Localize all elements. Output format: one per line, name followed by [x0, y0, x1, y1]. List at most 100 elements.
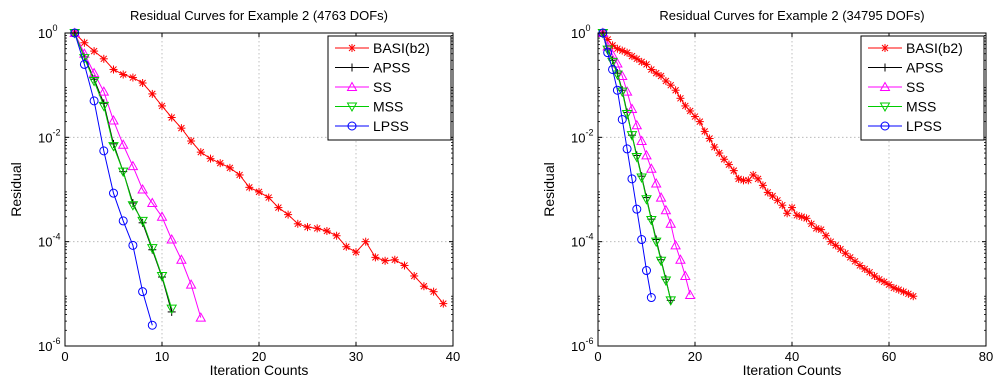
left-series-ss-point-tri	[185, 279, 197, 289]
left-legend-item-lpss: LPSS	[335, 118, 409, 134]
left-series-lpss-point-ring	[138, 287, 148, 297]
left-x-tick-label: 40	[446, 349, 460, 364]
left-series-lpss-point	[109, 188, 118, 198]
left-series-mss-point-tri	[98, 101, 110, 112]
right-series-basi-b2-point	[724, 160, 733, 169]
right-legend-item-mss-label: MSS	[906, 99, 936, 115]
left-series-basi-b2-point-d2	[352, 248, 360, 256]
right-legend-item-mss-marker-tri	[879, 102, 891, 113]
right-x-tick-label: 20	[688, 349, 702, 364]
right-series-ss-point-tri	[616, 70, 628, 80]
right-series-basi-b2-point	[676, 94, 685, 103]
right-series-basi-b2-point-d2	[905, 290, 912, 298]
right-series-basi-b2-point-d2	[711, 143, 718, 151]
left-series-ss-point	[166, 233, 178, 244]
left-series-lpss-point-ring	[128, 240, 138, 250]
right-series-basi-b2-point-d2	[759, 182, 767, 189]
right-series-lpss-point-ring	[603, 48, 613, 58]
right-series-basi-b2-point	[715, 149, 724, 158]
right-series-ss-point	[665, 218, 677, 228]
right-series-basi-b2-point-d2	[706, 135, 713, 142]
left-series-ss-point-tri	[176, 254, 187, 264]
left-series-basi-b2-point	[177, 124, 186, 133]
left-chart-title: Residual Curves for Example 2 (4763 DOFs…	[130, 8, 388, 23]
right-series-basi-b2-point-d2	[778, 201, 786, 209]
left-series-basi-b2-point-d2	[158, 102, 166, 110]
left-series-ss-point-tri	[156, 211, 168, 221]
right-series-lpss-point-ring	[642, 266, 651, 276]
right-series-basi-b2-point-d2	[628, 52, 636, 60]
right-series-ss-point-tri	[650, 178, 662, 188]
right-series-basi-b2-point-d2	[662, 77, 670, 85]
right-series-mss-point-tri	[616, 87, 628, 98]
left-series-apss-point	[167, 307, 176, 316]
right-series-ss-point	[641, 149, 652, 160]
left-series-lpss-point	[89, 96, 99, 106]
left-series-mss-point	[108, 142, 119, 152]
right-series-basi-b2-point-d2	[623, 49, 631, 57]
left-series-ss-point	[108, 115, 119, 125]
right-series-ss-point	[670, 239, 681, 250]
right-series-basi-b2-point-d2	[803, 214, 810, 222]
right-legend-item-lpss-marker-ring	[880, 121, 890, 131]
left-series-mss-point-tri	[146, 244, 158, 254]
right-series-ss-point-tri	[655, 192, 667, 202]
right-series-ss-point-tri	[675, 254, 686, 264]
right-series-basi-b2-point-d2	[880, 278, 888, 286]
right-series-ss-point	[679, 270, 691, 280]
left-x-axis-label: Iteration Counts	[210, 362, 309, 378]
left-series-basi-b2-point-d2	[420, 282, 428, 290]
right-series-basi-b2-point-d2	[875, 275, 883, 283]
right-legend-item-apss: APSS	[868, 60, 943, 76]
left-series-basi-b2-point-d2	[391, 256, 399, 264]
right-series-ss-point	[660, 204, 672, 215]
left-series-ss-point-tri	[137, 183, 148, 194]
right-series-basi-b2-point-d2	[900, 288, 907, 296]
right-series-basi-b2-point	[763, 188, 772, 197]
right-series-basi-b2-point	[865, 268, 874, 277]
right-series-lpss	[598, 28, 656, 303]
left-series-basi-b2-point	[255, 187, 263, 196]
right-series-basi-b2-point-d2	[720, 155, 728, 163]
right-series-basi-b2-point-d2	[808, 220, 815, 228]
right-y-tick-base: 10	[571, 339, 585, 354]
right-series-ss-point	[631, 119, 643, 130]
right-legend-item-mss: MSS	[868, 99, 936, 115]
right-legend-item-basi-b2-label: BASI(b2)	[906, 40, 963, 56]
right-y-tick-label: 10-6	[571, 336, 593, 354]
right-series-lpss-point	[632, 204, 642, 214]
right-series-basi-b2-point-d2	[841, 249, 849, 257]
left-series-ss-point	[146, 197, 158, 208]
left-series-basi-b2-point-d2	[129, 74, 137, 81]
right-series-basi-b2-point-d2	[643, 61, 650, 68]
right-series-basi-b2-point	[841, 249, 850, 258]
left-series-basi-b2-point-d2	[81, 39, 88, 47]
left-legend-item-mss-marker	[346, 102, 358, 113]
right-series-basi-b2-point-d2	[817, 226, 825, 233]
right-series-ss-point	[612, 57, 623, 68]
left-y-axis-label: Residual	[8, 162, 24, 216]
left-series-basi-b2-point-d2	[323, 227, 331, 235]
right-y-tick-base: 10	[571, 130, 585, 145]
right-legend-item-ss-marker	[879, 81, 891, 91]
left-series-basi-b2-point-d2	[430, 288, 437, 296]
right-series-ss-point-tri	[679, 270, 691, 280]
left-series-mss-point-tri	[88, 77, 100, 87]
right-x-tick-label: 40	[785, 349, 799, 364]
right-series-basi-b2-point	[870, 271, 879, 280]
left-series-basi-b2-point	[99, 54, 108, 63]
right-series-lpss-point-ring	[608, 64, 618, 74]
left-legend-item-mss-marker-tri	[346, 102, 358, 113]
right-series-basi-b2-point	[783, 209, 792, 218]
left-series-ss-point	[137, 183, 148, 194]
left-series-ss-point-tri	[166, 233, 178, 244]
left-series-basi-b2-point	[167, 113, 176, 122]
right-series-basi-b2-point	[652, 69, 661, 78]
right-series-lpss-point	[642, 266, 651, 276]
left-axes-box	[64, 32, 454, 347]
right-series-ss-point-tri	[645, 163, 657, 173]
left-series-basi-b2-point	[371, 253, 380, 262]
right-series-lpss-point-ring	[637, 235, 647, 245]
